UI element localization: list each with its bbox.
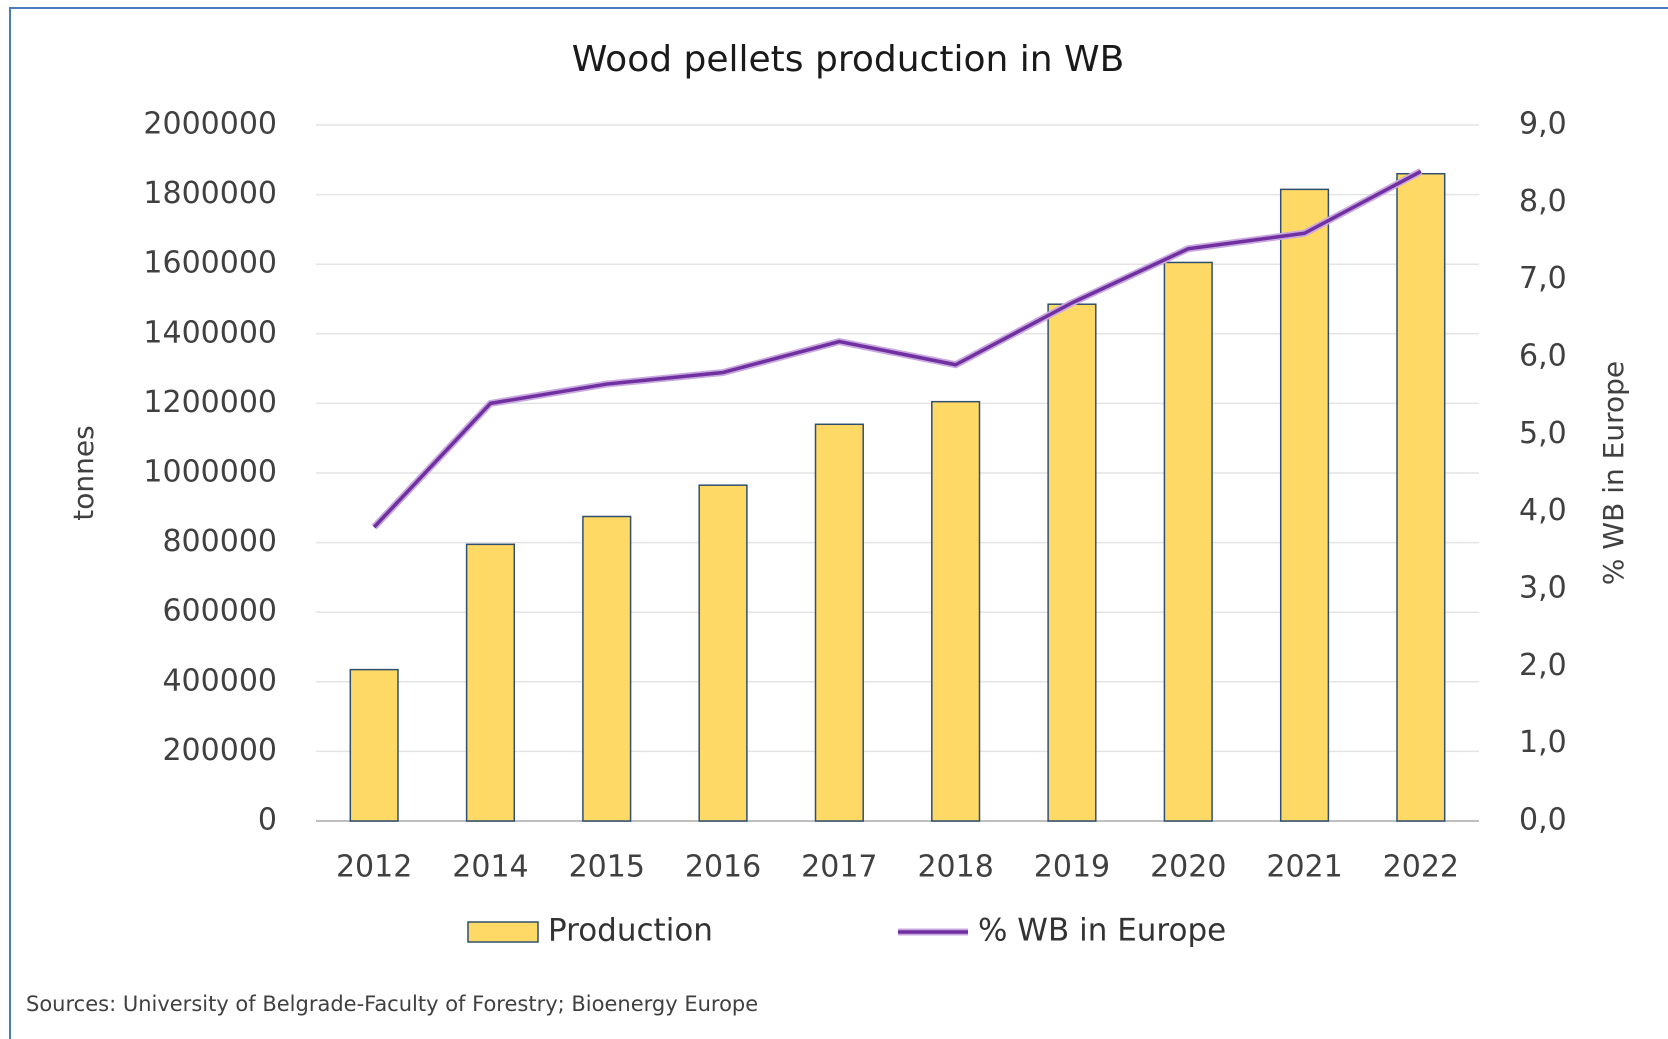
y-tick-label: 1400000 (143, 315, 277, 350)
legend-swatch (467, 921, 539, 943)
y-tick-label: 0 (258, 803, 277, 838)
bar (1047, 303, 1097, 822)
y2-tick-label: 4,0 (1519, 493, 1567, 528)
bar (931, 400, 981, 822)
y-tick-label: 400000 (162, 663, 277, 698)
bar (698, 484, 748, 822)
y2-axis-title: % WB in Europe (1597, 361, 1630, 585)
bar (349, 668, 399, 822)
y-tick-label: 1200000 (143, 385, 277, 420)
x-tick-label: 2016 (685, 850, 761, 885)
y2-tick-label: 1,0 (1519, 725, 1567, 760)
y2-tick-label: 3,0 (1519, 571, 1567, 606)
x-tick-label: 2015 (569, 850, 645, 885)
x-tick-label: 2021 (1266, 850, 1342, 885)
y2-tick-label: 5,0 (1519, 416, 1567, 451)
bar (1279, 188, 1330, 822)
x-tick-label: 2017 (801, 850, 877, 885)
y-tick-label: 200000 (162, 733, 277, 768)
y2-tick-label: 7,0 (1519, 261, 1567, 296)
line-halo (371, 168, 1423, 530)
bar (814, 423, 864, 822)
y2-tick-label: 9,0 (1519, 107, 1567, 142)
y2-tick-label: 6,0 (1519, 339, 1567, 374)
x-tick-label: 2022 (1383, 850, 1459, 885)
x-tick-label: 2018 (917, 850, 993, 885)
bar (465, 543, 516, 822)
bar (582, 515, 632, 822)
x-tick-label: 2014 (452, 850, 528, 885)
x-tick-label: 2020 (1150, 850, 1226, 885)
line (372, 169, 1422, 529)
x-tick-label: 2019 (1034, 850, 1110, 885)
y-axis-title: tonnes (67, 425, 100, 520)
source-note: Sources: University of Belgrade-Faculty … (26, 992, 758, 1016)
frame (9, 7, 1668, 1039)
y2-tick-label: 8,0 (1519, 184, 1567, 219)
y2-tick-label: 2,0 (1519, 648, 1567, 683)
chart-title: Wood pellets production in WB (572, 39, 1125, 80)
y-tick-label: 1800000 (143, 176, 277, 211)
y-tick-label: 2000000 (143, 107, 277, 142)
y-tick-label: 800000 (162, 524, 277, 559)
y2-tick-label: 0,0 (1519, 803, 1567, 838)
legend-label: Production (548, 913, 713, 949)
y-tick-label: 600000 (162, 594, 277, 629)
bar (1396, 172, 1446, 822)
legend-label: % WB in Europe (978, 913, 1226, 949)
x-tick-label: 2012 (336, 850, 412, 885)
y-tick-label: 1000000 (143, 455, 277, 490)
bar (1163, 261, 1213, 822)
y-tick-label: 1600000 (143, 246, 277, 281)
